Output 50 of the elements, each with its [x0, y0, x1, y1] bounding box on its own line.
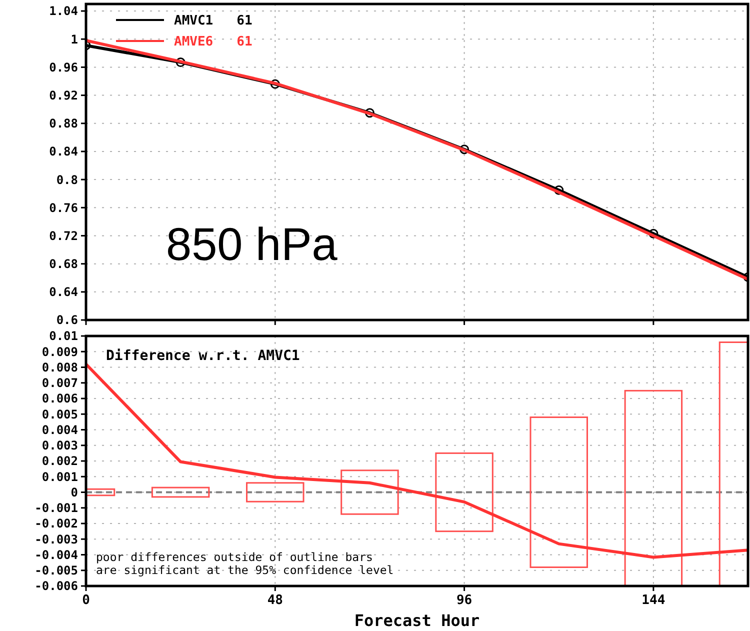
y-tick-label: -0.001 — [34, 501, 78, 516]
y-tick-label: 0.005 — [42, 407, 78, 422]
x-tick-label: 144 — [642, 593, 666, 608]
y-tick-label: 0.92 — [49, 88, 78, 102]
point — [554, 185, 564, 195]
bar — [246, 482, 304, 502]
y-tick-label: 0.84 — [49, 144, 78, 159]
x-axis-title: Forecast Hour — [354, 611, 480, 630]
y-tick-label: 0.8 — [56, 172, 78, 187]
annotation: 850 hPa — [166, 218, 338, 270]
y-tick-label: 0.009 — [42, 344, 78, 359]
y-tick-label: -0.005 — [34, 564, 78, 578]
x-tick-label: 0 — [82, 593, 90, 608]
point — [176, 58, 186, 68]
y-tick-label: 0.6 — [56, 313, 78, 328]
point — [364, 108, 374, 118]
bar — [530, 416, 588, 568]
y-tick-label: 0.64 — [49, 285, 78, 300]
annotation: poor differences outside of outline bars are significant at the 95% confidence level — [96, 550, 394, 577]
y-tick-label: 0.008 — [42, 360, 78, 374]
x-tick-label: 96 — [456, 593, 472, 608]
y-tick-label: -0.003 — [34, 532, 78, 546]
y-tick-label: -0.004 — [34, 548, 78, 562]
y-tick-label: 0.001 — [42, 470, 78, 484]
y-tick-label: 0.01 — [49, 329, 78, 344]
point — [270, 79, 280, 89]
y-tick-label: 0.003 — [42, 438, 78, 453]
annotation: Difference w.r.t. AMVC1 — [106, 348, 300, 364]
y-tick-label: -0.006 — [34, 579, 78, 594]
bar — [435, 452, 494, 532]
y-tick-label: 0.007 — [42, 376, 78, 390]
y-tick-label: 1 — [70, 32, 78, 46]
y-tick-label: 1.04 — [49, 4, 78, 18]
bar — [151, 486, 210, 498]
legend-label: AMVE6 61 — [174, 34, 252, 50]
y-tick-label: 0.76 — [49, 200, 78, 215]
x-tick-label: 48 — [267, 593, 284, 608]
y-tick-label: 0.006 — [42, 392, 78, 406]
legend-label: AMVC1 61 — [174, 14, 252, 29]
bar — [340, 470, 399, 515]
y-tick-label: 0.96 — [49, 60, 78, 74]
point — [648, 228, 658, 238]
point — [460, 144, 470, 154]
y-tick-label: 0 — [70, 485, 78, 500]
y-tick-label: 0.002 — [42, 454, 78, 468]
y-tick-label: 0.88 — [49, 116, 78, 131]
y-tick-label: 0.68 — [49, 257, 78, 272]
y-tick-label: -0.002 — [34, 516, 78, 531]
y-tick-label: 0.004 — [42, 422, 78, 437]
y-tick-label: 0.72 — [49, 228, 78, 243]
